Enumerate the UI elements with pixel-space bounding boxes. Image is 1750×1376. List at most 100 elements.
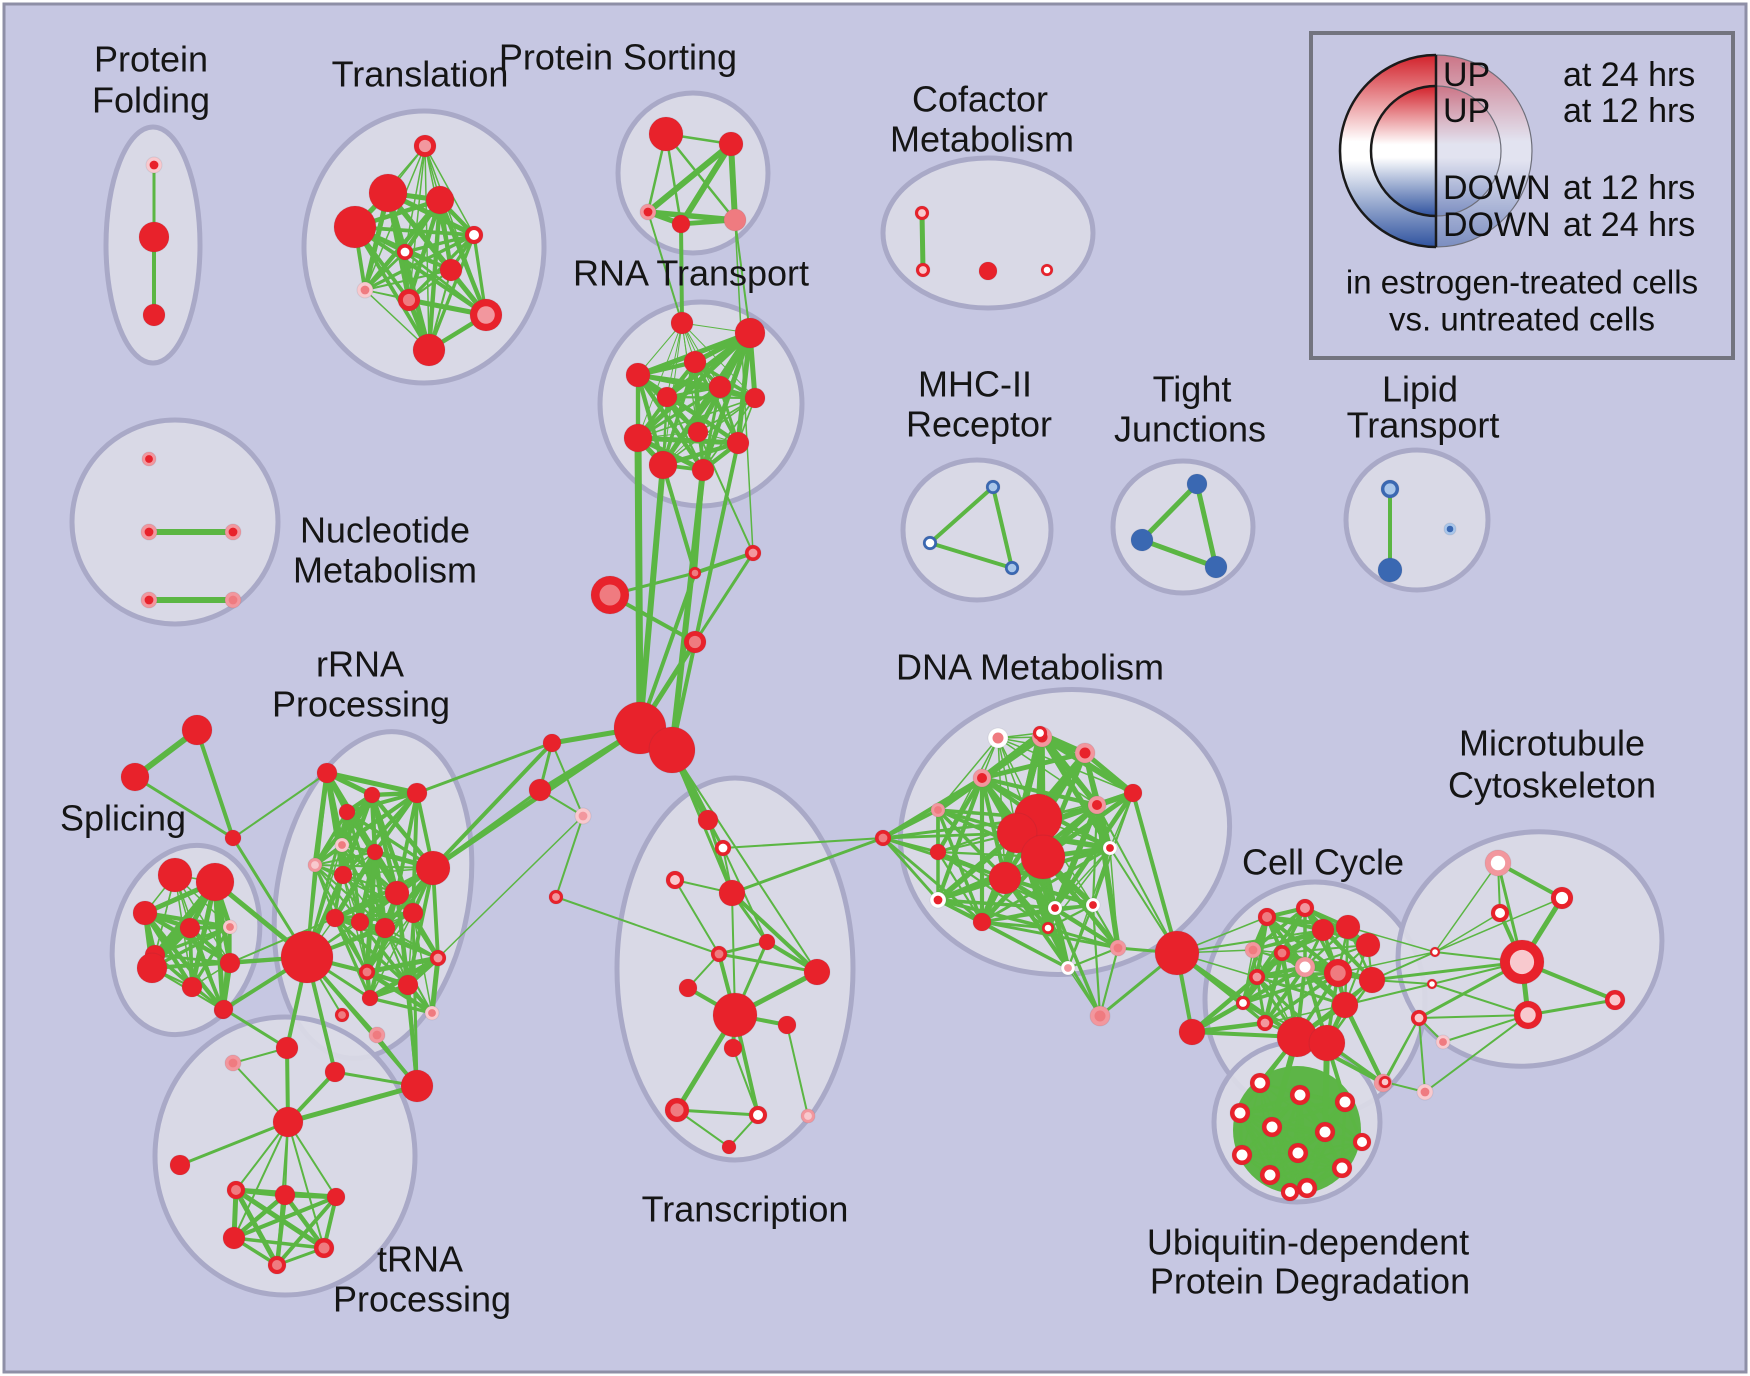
node-rr1 [316,762,338,784]
node-rr10 [415,850,451,886]
node-rr11 [325,908,345,928]
node-t8 [356,281,374,299]
cluster-translation-label-0: Translation [332,54,509,95]
node-tm [718,879,746,907]
node-d13 [972,912,992,932]
node-tb [120,762,150,792]
node-rt1 [670,311,694,335]
node-d4 [972,768,992,788]
node-tp1 [697,809,719,831]
node-rt12 [691,458,715,482]
node-u5 [1261,1116,1283,1138]
node-d1 [987,727,1009,749]
node-t11 [412,333,446,367]
node-x2 [224,1054,242,1072]
node-t6 [396,243,414,261]
node-n2 [140,523,158,541]
node-t1 [413,134,437,158]
node-bp [590,575,630,615]
node-u3 [1334,1091,1356,1113]
node-d11 [988,861,1022,895]
node-t5 [464,225,484,245]
node-ch2 [648,726,696,774]
node-d5 [930,802,946,818]
node-t3 [425,185,455,215]
node-d6 [874,829,892,847]
node-cl3 [574,807,592,825]
node-rr6 [307,857,323,873]
cluster-transcription-label-0: Transcription [642,1189,849,1230]
cluster-cofactor-metabolism-label-1: Metabolism [890,119,1074,160]
node-t10 [469,298,503,332]
node-cf1 [914,205,930,221]
cluster-splicing-label-0: Splicing [60,798,186,839]
node-cf4 [1040,263,1054,277]
node-j2 [744,544,762,562]
node-pf2 [138,221,170,253]
node-t7 [439,258,463,282]
cluster-lipid-transport-ellipse [1343,447,1491,593]
node-ta [181,714,213,746]
cluster-trna-processing-label-0: tRNA [377,1239,463,1280]
cluster-mhc-ii-receptor-label-1: Receptor [906,404,1052,445]
node-tr2 [274,1184,296,1206]
node-rr5 [334,837,350,853]
node-tc [224,829,242,847]
node-x7 [334,1007,350,1023]
node-tra [169,1154,191,1176]
node-c5 [1355,932,1381,958]
node-tj [721,1139,737,1155]
cluster-rrna-processing-label-1: Processing [272,684,450,725]
cluster-tight-junctions-label-0: Tight [1153,369,1232,410]
node-rr12 [350,912,370,932]
node-n1 [141,451,157,467]
node-u4 [1229,1102,1251,1124]
node-rr19 [424,1005,440,1021]
node-m10 [1435,1034,1451,1050]
node-ps1 [648,116,684,152]
node-u2 [1289,1084,1311,1106]
node-c14 [1331,991,1359,1019]
node-tr1 [226,1180,246,1200]
cluster-protein-folding-label-0: Protein [94,39,208,80]
node-c12 [1235,995,1251,1011]
node-tr5 [313,1237,335,1259]
node-u11 [1259,1164,1281,1186]
node-tr4 [222,1226,246,1250]
node-j1 [688,566,702,580]
node-c10 [1248,968,1266,986]
node-cf2 [915,262,931,278]
node-td [803,958,831,986]
node-tg [664,1097,690,1123]
node-cf3 [978,261,998,281]
node-u12 [1296,1177,1318,1199]
node-rt7 [744,387,766,409]
cluster-nucleotide-metabolism-label-0: Nucleotide [300,510,470,551]
node-m11 [1416,1083,1434,1101]
node-d17 [1123,783,1143,803]
cluster-trna-processing-label-1: Processing [333,1279,511,1320]
node-ps5 [723,208,747,232]
node-m6 [1604,989,1626,1011]
cluster-nucleotide-metabolism-ellipse [69,417,281,627]
node-rt9 [623,423,653,453]
node-t2 [368,173,408,213]
node-tb2 [710,945,728,963]
node-rt6 [656,386,678,408]
node-rr8 [366,843,384,861]
node-c7 [1273,944,1291,962]
node-m7 [1429,946,1441,958]
node-ps3 [639,203,657,221]
node-mh3 [1004,560,1020,576]
node-u1 [1249,1072,1271,1094]
node-sp9 [219,952,241,974]
legend: UP at 24 hrs UP at 12 hrs DOWN at 12 hrs DOWN a… [1309,31,1735,360]
node-u7 [1352,1132,1372,1152]
node-c9 [1323,958,1353,988]
legend-box [1309,31,1735,360]
node-d19 [1047,900,1063,916]
node-mh2 [922,535,938,551]
node-ps2 [718,131,744,157]
node-pf1 [145,156,163,174]
legend-direction-2: DOWN [1443,169,1551,207]
